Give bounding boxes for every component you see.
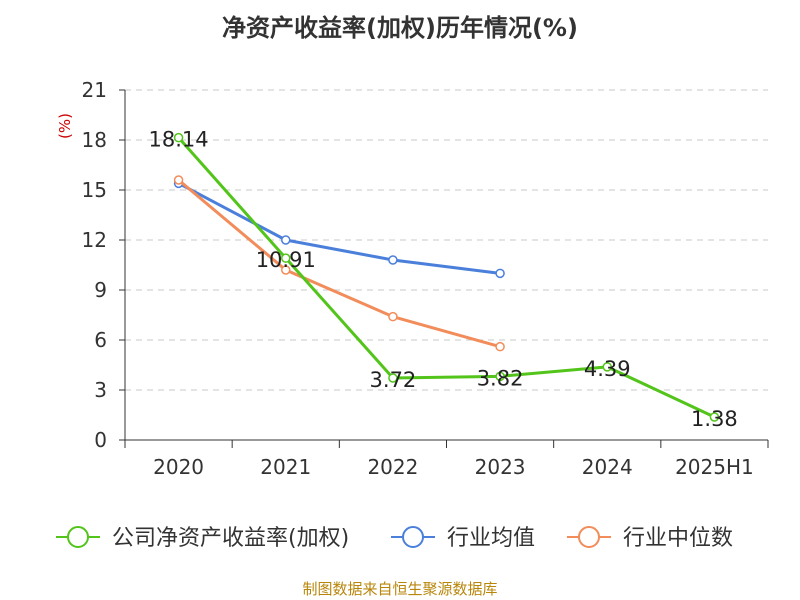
legend-swatch-marker: [402, 526, 424, 548]
chart-title: 净资产收益率(加权)历年情况(%): [222, 14, 578, 42]
y-tick-label: 3: [94, 378, 107, 402]
data-point: [173, 175, 184, 185]
legend-label: 行业中位数: [623, 526, 733, 551]
y-tick-label: 12: [82, 228, 107, 252]
y-tick-label: 6: [94, 328, 107, 352]
data-point: [495, 371, 505, 382]
x-tick-label: 2022: [367, 455, 418, 479]
x-tick-label: 2024: [582, 455, 633, 479]
y-tick-label: 9: [94, 278, 107, 302]
data-label: 1.38: [691, 407, 738, 431]
data-point: [602, 362, 612, 372]
legend-label: 公司净资产收益率(加权): [112, 526, 349, 551]
x-tick-label: 2025H1: [675, 455, 754, 479]
y-axis-label: (%): [56, 113, 74, 139]
series-line: [177, 182, 501, 275]
data-point: [281, 265, 291, 275]
data-point: [388, 311, 398, 322]
legend-label: 行业均值: [447, 526, 535, 551]
data-point: [173, 132, 184, 143]
data-point: [388, 255, 398, 265]
data-label: 18.14: [149, 128, 209, 152]
series-line: [177, 136, 716, 419]
data-point: [388, 373, 398, 383]
y-tick-label: 21: [82, 78, 107, 102]
y-tick-label: 0: [94, 428, 107, 452]
y-tick-label: 15: [82, 178, 107, 202]
series-line: [177, 178, 501, 349]
data-point: [281, 235, 291, 245]
y-tick-label: 18: [82, 128, 107, 152]
data-point: [495, 341, 505, 352]
data-point: [709, 412, 720, 422]
x-tick-label: 2021: [260, 455, 311, 479]
data-label: 4.39: [584, 357, 631, 381]
legend-swatch-marker: [67, 526, 89, 548]
legend-swatch-marker: [578, 526, 600, 548]
data-label: 3.72: [370, 368, 417, 392]
data-label: 10.91: [256, 248, 316, 272]
data-point: [281, 253, 291, 263]
data-label: 3.82: [477, 366, 524, 390]
source-note: 制图数据来自恒生聚源数据库: [302, 580, 498, 598]
data-point: [495, 268, 505, 279]
x-tick-label: 2020: [153, 455, 204, 479]
x-tick-label: 2023: [475, 455, 526, 479]
